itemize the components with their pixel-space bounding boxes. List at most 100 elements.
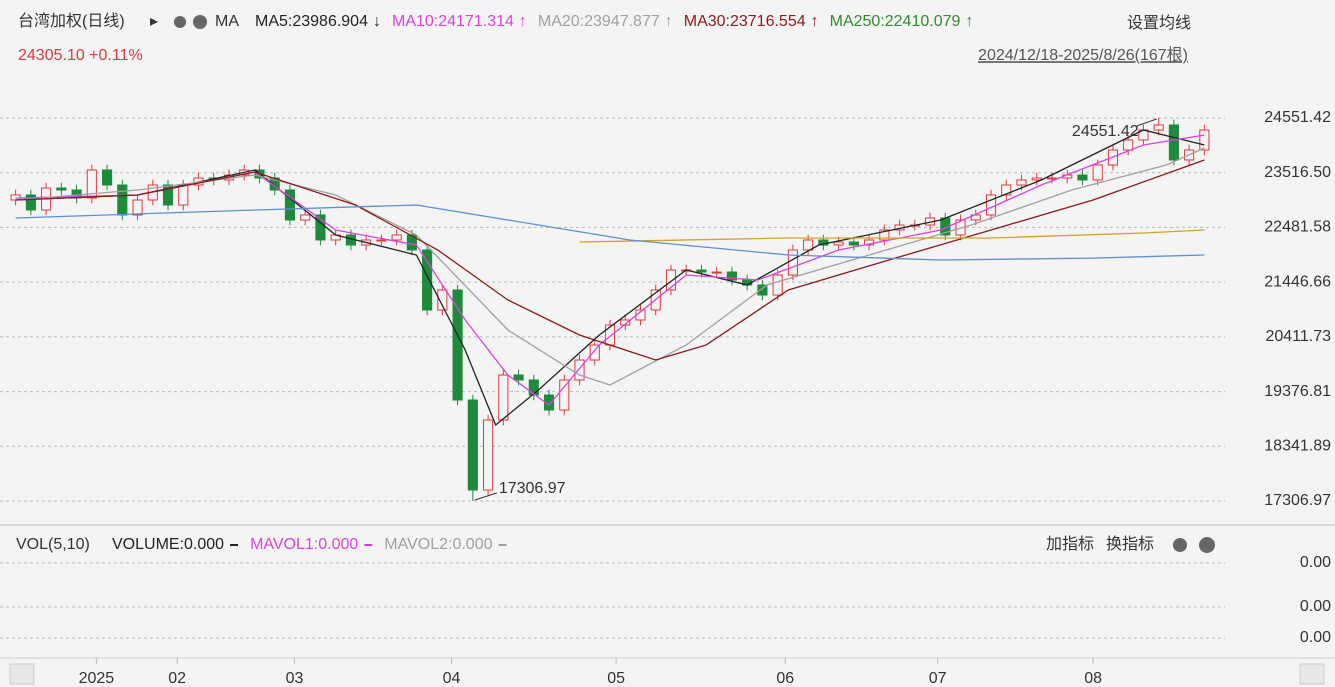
x-tick-label: 02	[168, 670, 186, 687]
candle-body	[391, 234, 402, 241]
volume-axis-label: 0.00	[1300, 598, 1331, 615]
legend-entry: MA5:23986.904	[255, 13, 368, 30]
indicator-button[interactable]: 加指标	[1046, 535, 1094, 553]
y-tick-label: 21446.66	[1264, 273, 1331, 290]
candle-body	[574, 359, 585, 381]
candle-body	[757, 284, 768, 296]
scroll-right[interactable]	[1299, 663, 1325, 685]
candle-body	[162, 184, 174, 206]
candle-body	[422, 249, 433, 311]
candle-body	[711, 271, 722, 274]
candle-body	[101, 169, 113, 186]
annotation: 24551.42	[1072, 123, 1139, 140]
indicator: MA	[215, 13, 239, 30]
ma-line	[15, 204, 1205, 261]
x-tick-label: 03	[286, 670, 304, 687]
candle-body	[25, 194, 36, 211]
y-tick-label: 20411.73	[1265, 328, 1331, 345]
x-tick-label: 06	[776, 670, 794, 687]
ma-line	[15, 147, 1205, 386]
close-icon[interactable]	[1199, 537, 1215, 553]
candle-body	[406, 234, 417, 251]
candle-body	[1016, 179, 1027, 186]
candle-body	[1092, 164, 1103, 181]
ma-line	[579, 229, 1205, 243]
candle-body	[589, 344, 600, 361]
x-tick-label: 08	[1084, 670, 1102, 687]
volume-legend: MAVOL1:0.000	[250, 536, 358, 553]
candle-body	[284, 189, 296, 221]
legend-entry: MA30:23716.554	[684, 13, 806, 30]
candle-body	[1199, 129, 1210, 151]
x-tick-label: 07	[929, 670, 947, 687]
gear-icon[interactable]	[1173, 538, 1187, 552]
candle-body	[879, 229, 890, 241]
ma-line	[15, 159, 1205, 361]
candle-body	[437, 289, 448, 311]
candle-body	[300, 214, 311, 221]
legend-trend: ↑	[965, 13, 973, 30]
candle-body	[467, 399, 478, 491]
ma-line	[15, 134, 1205, 406]
quote: 24305.10 +0.11%	[18, 47, 143, 64]
candle-body	[1168, 124, 1179, 161]
candle-body	[787, 249, 798, 276]
candle-body	[803, 239, 814, 251]
candle-body	[132, 199, 143, 216]
settings[interactable]: 设置均线	[1127, 14, 1191, 32]
annotation-arrow	[474, 492, 497, 501]
annotation-arrow	[1136, 118, 1157, 127]
legend-trend: ↑	[811, 13, 819, 30]
candle-body	[985, 194, 997, 216]
volume-title: VOL(5,10)	[16, 536, 90, 553]
candle-body	[620, 319, 631, 326]
candle-body	[848, 241, 859, 246]
gear-icon[interactable]	[174, 16, 186, 28]
legend-trend: ↓	[373, 13, 381, 30]
volume-axis-label: 0.00	[1300, 629, 1331, 646]
x-tick-label: 04	[443, 670, 461, 687]
y-tick-label: 17306.97	[1264, 492, 1331, 509]
candle-body	[772, 274, 783, 296]
candle-body	[56, 187, 67, 191]
volume-axis-label: 0.00	[1300, 554, 1331, 571]
scroll-left[interactable]	[9, 663, 35, 685]
y-tick-label: 22481.58	[1264, 219, 1331, 236]
candle-body	[1001, 184, 1012, 196]
candle-body	[513, 374, 524, 381]
indicator-button[interactable]: 换指标	[1106, 535, 1154, 553]
close-icon[interactable]	[193, 15, 207, 29]
candle-body	[696, 269, 707, 273]
candle-body	[178, 184, 189, 206]
candle-body	[498, 374, 509, 421]
candle-body	[559, 379, 570, 411]
candle-body	[1153, 124, 1164, 131]
x-tick-label: 05	[607, 670, 625, 687]
volume-legend: VOLUME:0.000	[112, 536, 224, 553]
y-tick-label: 24551.42	[1264, 109, 1331, 126]
legend-trend: ↑	[519, 13, 527, 30]
candle-body	[1077, 174, 1088, 181]
candle-body	[1031, 177, 1042, 181]
annotation: 17306.97	[499, 480, 566, 497]
ma-line	[15, 129, 1205, 427]
candle-body	[1123, 139, 1134, 151]
y-tick-label: 23516.50	[1264, 164, 1331, 181]
legend-entry: MA10:24171.314	[392, 13, 514, 30]
candle-body	[452, 289, 463, 401]
candle-body	[1046, 177, 1058, 180]
date-range[interactable]: 2024/12/18-2025/8/26(167根)	[978, 46, 1188, 64]
legend-trend: ↑	[665, 13, 673, 30]
legend-entry: MA250:22410.079	[830, 13, 961, 30]
chart-title: 台湾加权(日线)	[18, 12, 125, 30]
candle-body	[483, 419, 494, 491]
x-tick-label: 2025	[79, 670, 115, 687]
candle-body	[86, 169, 97, 199]
volume-legend: MAVOL2:0.000	[384, 536, 492, 553]
candle-body	[315, 214, 326, 241]
candle-body	[543, 394, 555, 411]
candle-body	[726, 271, 737, 281]
expand-icon[interactable]: ▸	[150, 13, 158, 30]
